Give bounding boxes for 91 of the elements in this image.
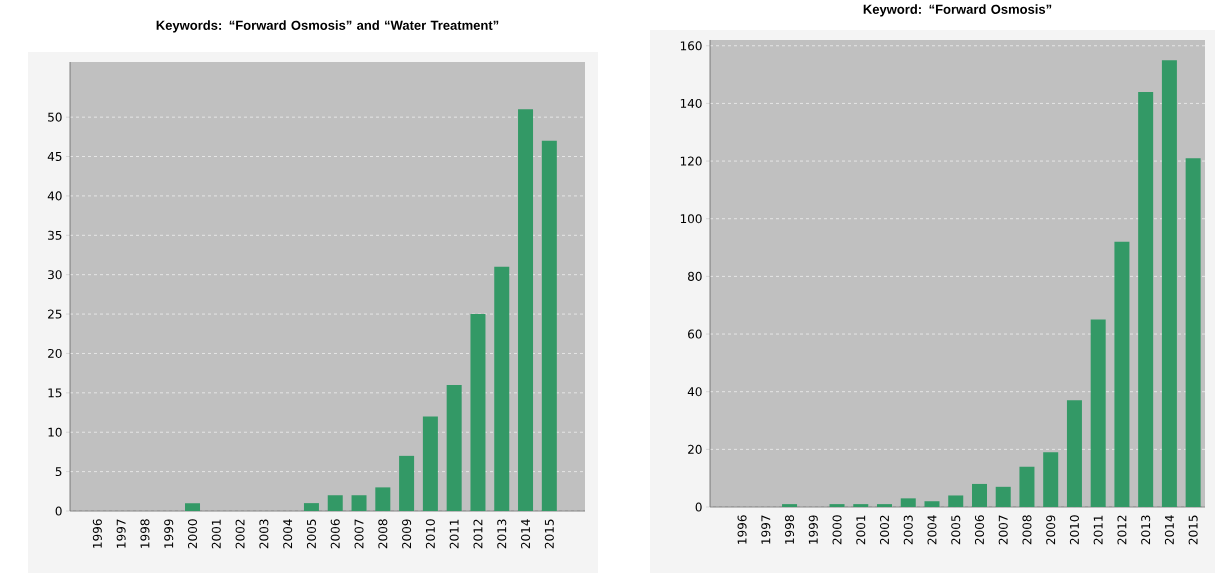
bar (900, 498, 916, 507)
bar (1161, 60, 1177, 507)
x-tick-label: 2015 (1188, 515, 1198, 545)
bar (853, 504, 869, 507)
y-tick-label: 25 (48, 309, 62, 319)
x-tick-label: 2009 (1046, 515, 1056, 545)
bar (924, 501, 940, 507)
bar (185, 503, 201, 511)
x-tick-label: 2004 (927, 515, 937, 545)
y-tick-label: 35 (48, 230, 62, 240)
x-tick-label: 1996 (737, 515, 747, 544)
bar (327, 495, 343, 511)
x-tick-label: 2007 (354, 519, 364, 549)
x-tick-label: 2011 (1093, 515, 1103, 545)
y-tick-label: 5 (55, 467, 62, 477)
x-tick-label: 2010 (1069, 515, 1079, 545)
y-tick-label: 45 (47, 152, 62, 161)
x-tick-label: 2001 (856, 515, 866, 545)
bar (995, 486, 1011, 507)
bar (351, 495, 367, 511)
bar (541, 140, 557, 511)
bar (303, 503, 319, 511)
x-tick-label: 2000 (187, 519, 198, 549)
x-tick-label: 2014 (1164, 515, 1174, 545)
x-tick-label: 2002 (235, 519, 245, 549)
y-tick-label: 160 (680, 41, 702, 51)
bar (829, 504, 845, 507)
chart-title: Keyword: “Forward Osmosis” (863, 4, 1052, 17)
y-tick-label: 140 (680, 98, 702, 108)
x-tick-label: 2002 (879, 515, 890, 545)
x-tick-label: 1996 (92, 519, 102, 548)
chart-title: Keywords: “Forward Osmosis” and “Water Treatment” (156, 20, 499, 33)
x-tick-label: 2003 (259, 519, 269, 549)
y-tick-label: 30 (48, 270, 62, 280)
x-tick-label: 2007 (998, 515, 1008, 545)
y-tick-label: 40 (687, 387, 702, 397)
x-tick-label: 2009 (402, 519, 412, 549)
x-tick-label: 2008 (378, 519, 388, 549)
bar (1043, 452, 1059, 507)
bar (1185, 158, 1201, 507)
x-tick-label: 2005 (306, 519, 316, 549)
bar (375, 487, 391, 511)
bar (1114, 241, 1130, 507)
y-tick-label: 80 (688, 271, 702, 281)
bar (470, 314, 486, 511)
bar (399, 455, 415, 511)
x-tick-label: 2013 (1141, 515, 1151, 545)
y-tick-label: 120 (680, 156, 702, 166)
x-tick-label: 2008 (1022, 515, 1032, 545)
bar (1066, 400, 1082, 507)
x-tick-label: 1999 (164, 519, 174, 548)
bar (1019, 466, 1035, 507)
x-tick-label: 1997 (761, 515, 771, 544)
y-tick-label: 40 (47, 191, 62, 201)
bar (422, 416, 438, 511)
x-tick-label: 2011 (449, 519, 459, 549)
y-tick-label: 100 (680, 214, 702, 224)
bar (446, 384, 462, 511)
bar (1090, 319, 1106, 507)
bar (1138, 91, 1154, 507)
bar (877, 504, 893, 507)
x-tick-label: 1998 (785, 515, 795, 544)
y-tick-label: 0 (55, 506, 62, 516)
bar (518, 109, 534, 511)
x-tick-label: 2013 (497, 519, 507, 549)
y-tick-label: 50 (48, 112, 62, 122)
x-tick-label: 1999 (808, 515, 818, 544)
x-tick-label: 2015 (544, 519, 554, 549)
x-tick-label: 1997 (116, 519, 126, 548)
y-tick-label: 20 (688, 444, 702, 454)
bar (782, 504, 798, 507)
y-tick-label: 15 (48, 388, 62, 398)
bar (971, 483, 987, 507)
x-tick-label: 2012 (1117, 515, 1127, 545)
x-tick-label: 2006 (330, 519, 340, 549)
x-tick-label: 2014 (521, 519, 531, 549)
x-tick-label: 1998 (140, 519, 150, 548)
x-tick-label: 2010 (425, 519, 435, 549)
x-tick-label: 2005 (951, 515, 961, 545)
y-tick-label: 60 (688, 329, 702, 339)
y-tick-label: 0 (695, 502, 702, 512)
x-tick-label: 2004 (283, 519, 293, 549)
bar (494, 266, 510, 511)
x-tick-label: 2000 (832, 515, 842, 545)
y-tick-label: 20 (48, 348, 62, 358)
bar (948, 495, 964, 507)
x-tick-label: 2003 (903, 515, 913, 545)
x-tick-label: 2001 (211, 519, 221, 549)
x-tick-label: 2006 (974, 515, 985, 545)
y-tick-label: 10 (48, 427, 62, 437)
x-tick-label: 2012 (473, 519, 483, 549)
